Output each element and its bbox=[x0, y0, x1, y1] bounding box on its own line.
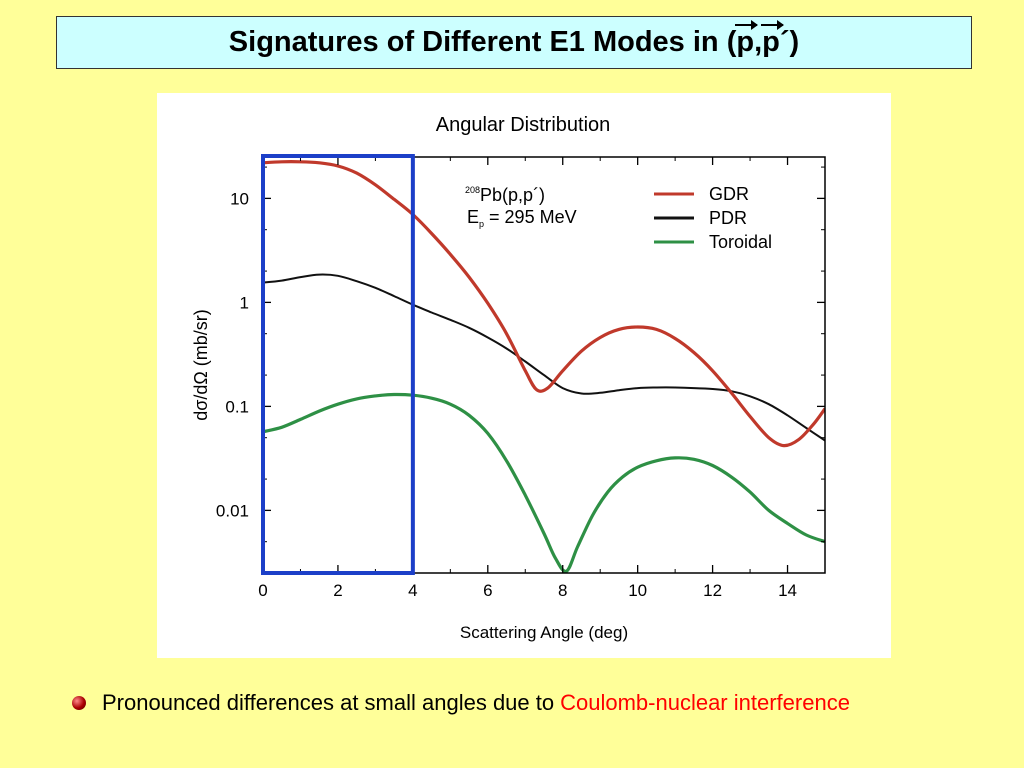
title-p-vector-2: p bbox=[761, 20, 784, 58]
highlight-region-box bbox=[261, 154, 415, 575]
chart-panel: Angular Distribution 0 2 4 6 8 10 12 14 0.01 0.1 1… bbox=[157, 93, 891, 658]
x-tick-label: 0 bbox=[258, 581, 267, 600]
bullet-point: Pronounced differences at small angles d… bbox=[72, 690, 850, 716]
svg-text:208Pb(p,p´): 208Pb(p,p´) bbox=[465, 185, 545, 205]
bullet-highlight: Coulomb-nuclear interference bbox=[560, 690, 850, 715]
bullet-icon bbox=[72, 696, 86, 710]
x-axis-label: Scattering Angle (deg) bbox=[460, 623, 628, 642]
title-suffix: ´) bbox=[779, 26, 800, 58]
slide-title: Signatures of Different E1 Modes in (p,p… bbox=[228, 20, 800, 59]
legend: GDR PDR Toroidal bbox=[654, 184, 772, 252]
bullet-text: Pronounced differences at small angles d… bbox=[102, 690, 555, 715]
x-tick-label: 12 bbox=[703, 581, 722, 600]
title-prefix: Signatures of Different E1 Modes in ( bbox=[228, 26, 737, 58]
y-tick-label: 10 bbox=[230, 189, 249, 208]
annotation-superscript: 208 bbox=[465, 185, 480, 195]
slide-title-box: Signatures of Different E1 Modes in (p,p… bbox=[56, 16, 972, 69]
angular-distribution-chart: Angular Distribution 0 2 4 6 8 10 12 14 0.01 0.1 1… bbox=[191, 114, 826, 642]
y-axis-label: dσ/dΩ (mb/sr) bbox=[191, 309, 211, 421]
series-line-toroidal bbox=[263, 392, 825, 573]
annotation-reaction: Pb(p,p´) bbox=[480, 185, 545, 205]
annotation-energy-sub: p bbox=[479, 219, 484, 229]
y-tick-label: 0.1 bbox=[225, 397, 249, 416]
x-tick-label: 6 bbox=[483, 581, 492, 600]
annotation-energy-e: E bbox=[467, 207, 479, 227]
legend-label-gdr: GDR bbox=[709, 184, 749, 204]
x-tick-label: 2 bbox=[333, 581, 342, 600]
annotation-energy-value: = 295 MeV bbox=[484, 207, 577, 227]
y-tick-label: 0.01 bbox=[216, 501, 249, 520]
svg-text:Ep = 295 MeV: Ep = 295 MeV bbox=[467, 207, 577, 229]
title-p-vector-1: p bbox=[735, 20, 758, 58]
legend-label-toroidal: Toroidal bbox=[709, 232, 772, 252]
title-separator: , bbox=[754, 26, 763, 58]
x-tick-label: 8 bbox=[558, 581, 567, 600]
series-line-gdr bbox=[263, 160, 825, 448]
series-line-pdr bbox=[263, 273, 825, 442]
y-tick-label: 1 bbox=[240, 293, 249, 312]
x-tick-label: 4 bbox=[408, 581, 417, 600]
chart-title: Angular Distribution bbox=[436, 114, 611, 136]
x-tick-label: 14 bbox=[778, 581, 797, 600]
legend-label-pdr: PDR bbox=[709, 208, 747, 228]
x-tick-label: 10 bbox=[628, 581, 647, 600]
reaction-annotation: 208Pb(p,p´) Ep = 295 MeV bbox=[465, 185, 577, 229]
